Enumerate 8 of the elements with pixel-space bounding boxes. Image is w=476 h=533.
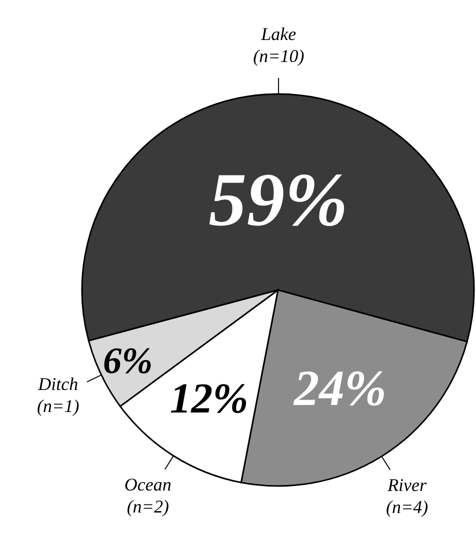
data-label: 24%: [292, 360, 387, 416]
data-label: 12%: [170, 375, 248, 422]
slice-label: Ditch (n=1): [37, 374, 80, 416]
slice-label: Ocean (n=2): [124, 474, 172, 516]
data-label: 6%: [103, 341, 153, 382]
slice-label: River (n=4): [386, 475, 428, 518]
data-label: 59%: [208, 158, 348, 242]
slice-label: Lake (n=10): [253, 24, 304, 66]
